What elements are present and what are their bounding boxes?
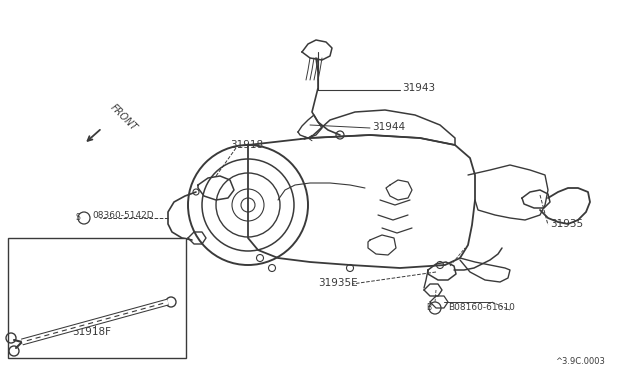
Text: 31935: 31935 [550,219,583,229]
Text: B: B [426,304,431,312]
Text: 31944: 31944 [372,122,405,132]
Text: 31918F: 31918F [72,327,111,337]
Text: FRONT: FRONT [108,103,139,133]
Text: 08360-5142D: 08360-5142D [92,211,154,219]
Text: 31935E: 31935E [318,278,358,288]
Bar [8,238,186,358]
Text: 31918: 31918 [230,140,263,150]
Text: B08160-61610: B08160-61610 [448,304,515,312]
Text: S: S [76,214,81,222]
Text: 31943: 31943 [402,83,435,93]
Text: ^3.9C.0003: ^3.9C.0003 [555,357,605,366]
